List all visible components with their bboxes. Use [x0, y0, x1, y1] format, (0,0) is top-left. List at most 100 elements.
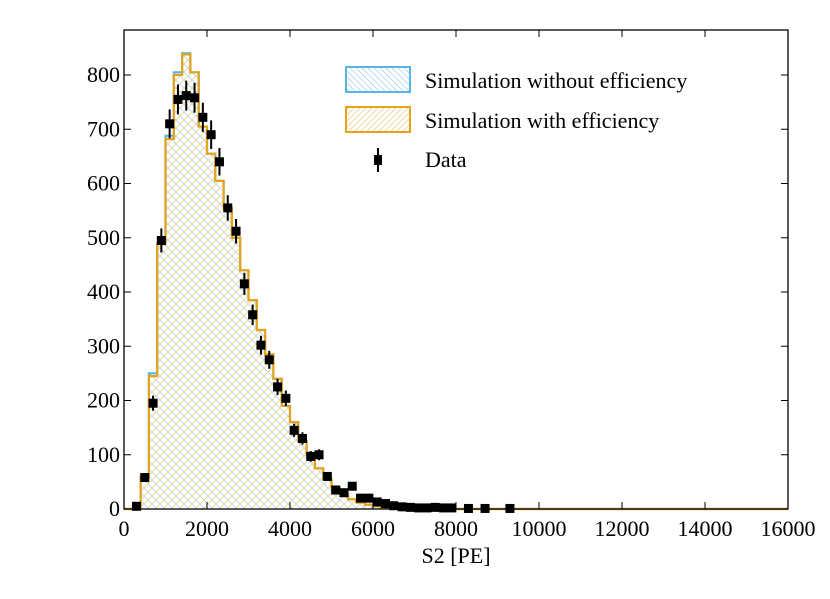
data-marker [414, 503, 424, 513]
x-tick-label: 10000 [512, 516, 567, 541]
data-point [231, 218, 241, 244]
x-tick-label: 6000 [351, 516, 395, 541]
y-tick-label: 800 [87, 62, 120, 87]
data-point [314, 449, 324, 461]
data-marker [380, 499, 390, 509]
data-point [439, 503, 449, 513]
data-point [397, 502, 407, 512]
data-point [322, 471, 332, 481]
y-tick-label: 700 [87, 116, 120, 141]
legend-marker-icon [374, 155, 382, 165]
data-marker [173, 94, 183, 104]
legend-label: Simulation without efficiency [425, 68, 687, 93]
data-marker [231, 226, 241, 236]
data-marker [439, 503, 449, 513]
data-point [430, 502, 440, 512]
data-marker [148, 398, 158, 408]
data-point [165, 109, 175, 139]
data-marker [405, 502, 415, 512]
data-marker [190, 93, 200, 103]
data-marker [206, 130, 216, 140]
data-point [214, 148, 224, 176]
data-marker [364, 493, 374, 503]
data-point [339, 488, 349, 498]
data-marker [356, 493, 366, 503]
legend-swatch-orange [345, 106, 411, 133]
data-point [414, 503, 424, 513]
data-marker [273, 382, 283, 392]
data-marker [214, 157, 224, 167]
data-point [223, 195, 233, 221]
legend-item-data: Data [374, 147, 467, 172]
data-point [422, 503, 432, 513]
data-marker [430, 502, 440, 512]
data-marker [322, 471, 332, 481]
data-point [372, 497, 382, 507]
x-tick-label: 8000 [434, 516, 478, 541]
legend-swatch-blue [345, 66, 411, 93]
legend-item-sim-without-eff: Simulation without efficiency [345, 66, 687, 93]
data-marker [347, 481, 357, 491]
data-point [289, 423, 299, 437]
data-point [206, 120, 216, 149]
y-tick-label: 300 [87, 333, 120, 358]
data-point [156, 228, 166, 253]
data-point [140, 473, 150, 483]
x-axis-label: S2 [PE] [421, 543, 490, 568]
legend-item-sim-with-eff: Simulation with efficiency [345, 106, 659, 133]
data-point [148, 395, 158, 411]
data-point [331, 485, 341, 495]
legend-label: Simulation with efficiency [425, 108, 659, 133]
data-marker [256, 340, 266, 350]
data-point [405, 502, 415, 512]
data-points-layer [131, 80, 515, 513]
x-tick-label: 16000 [761, 516, 816, 541]
x-tick-label: 2000 [185, 516, 229, 541]
data-point [356, 493, 366, 503]
data-point [389, 501, 399, 511]
data-point [181, 80, 191, 111]
x-tick-label: 14000 [678, 516, 733, 541]
data-marker [314, 450, 324, 460]
y-axis: 0 100 200 300 400 500 600 700 800 [87, 62, 788, 521]
data-point [131, 501, 141, 511]
data-point [297, 432, 307, 445]
data-point [306, 451, 316, 462]
data-marker [339, 488, 349, 498]
data-point [264, 350, 274, 369]
x-tick-label: 4000 [268, 516, 312, 541]
data-point [380, 499, 390, 509]
data-point [447, 503, 457, 513]
data-marker [422, 503, 432, 513]
data-point [173, 84, 183, 115]
data-marker [165, 119, 175, 129]
y-tick-label: 0 [109, 496, 120, 521]
legend-label: Data [425, 147, 467, 172]
data-marker [447, 503, 457, 513]
y-tick-label: 600 [87, 171, 120, 196]
data-marker [156, 235, 166, 245]
data-marker [397, 502, 407, 512]
data-marker [389, 501, 399, 511]
data-marker [223, 203, 233, 213]
y-tick-label: 200 [87, 388, 120, 413]
y-tick-label: 400 [87, 279, 120, 304]
data-marker [181, 91, 191, 101]
data-marker [372, 497, 382, 507]
legend: Simulation without efficiency Simulation… [345, 66, 687, 172]
data-point [347, 481, 357, 491]
data-point [364, 493, 374, 503]
histogram-fill-with-efficiency [124, 54, 473, 509]
y-tick-label: 100 [87, 442, 120, 467]
x-tick-label: 12000 [595, 516, 650, 541]
data-point [281, 390, 291, 407]
data-marker [239, 279, 249, 289]
data-marker [140, 473, 150, 483]
data-point [273, 378, 283, 396]
data-point [256, 335, 266, 355]
data-marker [281, 393, 291, 403]
data-marker [297, 433, 307, 443]
data-marker [198, 112, 208, 122]
data-marker [264, 355, 274, 365]
